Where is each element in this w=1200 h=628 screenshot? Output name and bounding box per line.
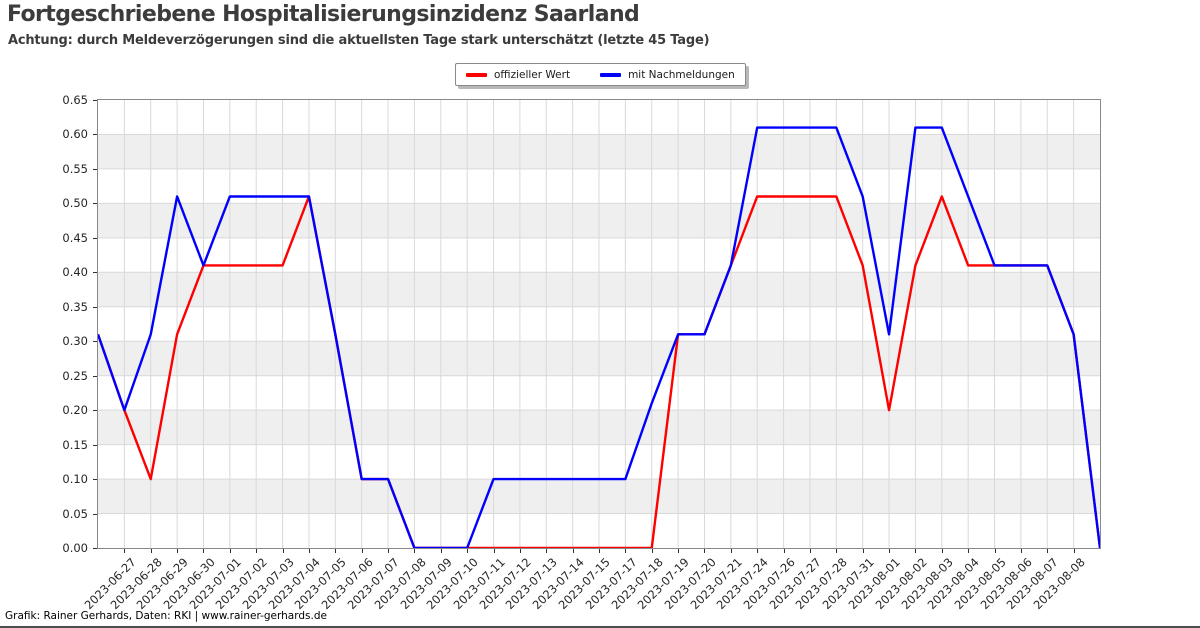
- y-tick-mark: [93, 134, 97, 136]
- legend-item: offizieller Wert: [466, 69, 570, 81]
- y-tick-label: 0.00: [62, 541, 88, 555]
- x-tick-mark: [572, 549, 574, 553]
- x-tick-mark: [941, 549, 943, 553]
- y-tick-mark: [93, 168, 97, 170]
- y-tick-label: 0.45: [62, 230, 88, 245]
- y-tick-label: 0.15: [62, 437, 88, 452]
- x-tick-mark: [625, 549, 627, 553]
- x-tick-mark: [994, 549, 996, 553]
- attribution-footer: Grafik: Rainer Gerhards, Daten: RKI | ww…: [5, 610, 327, 622]
- x-tick-mark: [229, 549, 231, 553]
- y-tick-label: 0.20: [62, 403, 88, 418]
- legend-item: mit Nachmeldungen: [600, 69, 735, 81]
- x-tick-mark: [467, 549, 469, 553]
- x-tick-mark: [968, 549, 970, 553]
- x-tick-mark: [493, 549, 495, 553]
- y-tick-label: 0.05: [62, 506, 88, 521]
- x-tick-mark: [546, 549, 548, 553]
- y-tick-label: 0.60: [62, 127, 88, 142]
- y-tick-label: 0.30: [62, 334, 88, 349]
- y-tick-mark: [93, 410, 97, 412]
- y-tick-label: 0.35: [62, 299, 88, 314]
- y-tick-mark: [93, 513, 97, 515]
- x-tick-mark: [177, 549, 179, 553]
- x-tick-mark: [150, 549, 152, 553]
- legend-label: offizieller Wert: [494, 68, 571, 81]
- line-chart-canvas: [98, 100, 1100, 548]
- x-tick-mark: [915, 549, 917, 553]
- x-tick-mark: [783, 549, 785, 553]
- x-tick-mark: [414, 549, 416, 553]
- y-tick-label: 0.25: [62, 368, 88, 383]
- y-tick-mark: [93, 375, 97, 377]
- y-tick-mark: [93, 479, 97, 481]
- legend-swatch-mit-nachmeldungen: [600, 72, 622, 77]
- y-tick-label: 0.50: [62, 196, 88, 211]
- chart-title: Fortgeschriebene Hospitalisierungsinzide…: [7, 2, 640, 27]
- y-tick-mark: [93, 548, 97, 549]
- x-tick-mark: [1073, 549, 1075, 553]
- x-tick-mark: [203, 549, 205, 553]
- x-tick-mark: [678, 549, 680, 553]
- y-tick-mark: [93, 306, 97, 308]
- x-tick-mark: [335, 549, 337, 553]
- x-tick-mark: [282, 549, 284, 553]
- x-tick-mark: [757, 549, 759, 553]
- y-tick-mark: [93, 203, 97, 205]
- x-tick-mark: [599, 549, 600, 553]
- chart-subtitle: Achtung: durch Meldeverzögerungen sind d…: [8, 33, 710, 48]
- y-tick-label: 0.10: [62, 472, 88, 487]
- x-tick-mark: [836, 549, 838, 553]
- x-tick-mark: [809, 549, 811, 553]
- legend-swatch-offizieller-wert: [466, 72, 487, 77]
- legend-label: mit Nachmeldungen: [628, 68, 735, 81]
- y-tick-mark: [93, 341, 97, 343]
- x-tick-mark: [308, 549, 310, 553]
- series-line-offizieller-wert: [98, 195, 1100, 548]
- window-bottom-edge: [0, 626, 1200, 628]
- x-tick-mark: [256, 549, 258, 553]
- y-tick-label: 0.65: [62, 93, 88, 107]
- x-tick-mark: [730, 549, 732, 553]
- x-tick-mark: [889, 549, 891, 553]
- y-tick-mark: [93, 272, 97, 274]
- y-tick-mark: [93, 237, 97, 239]
- x-tick-mark: [361, 549, 363, 553]
- y-tick-mark: [93, 100, 97, 101]
- x-tick-mark: [651, 549, 653, 553]
- x-tick-mark: [1047, 549, 1049, 553]
- x-tick-mark: [1020, 549, 1022, 553]
- series-line-mit-nachmeldungen: [98, 126, 1100, 548]
- x-tick-mark: [388, 549, 390, 553]
- y-tick-label: 0.40: [62, 265, 88, 280]
- x-tick-mark: [519, 549, 521, 553]
- x-tick-mark: [704, 549, 706, 553]
- x-tick-mark: [862, 549, 864, 553]
- x-tick-mark: [124, 549, 126, 553]
- y-tick-mark: [93, 444, 97, 446]
- y-tick-label: 0.55: [62, 161, 88, 176]
- legend-box: offizieller Wert mit Nachmeldungen: [455, 63, 746, 86]
- plot-area: [97, 99, 1101, 549]
- x-tick-mark: [440, 549, 442, 553]
